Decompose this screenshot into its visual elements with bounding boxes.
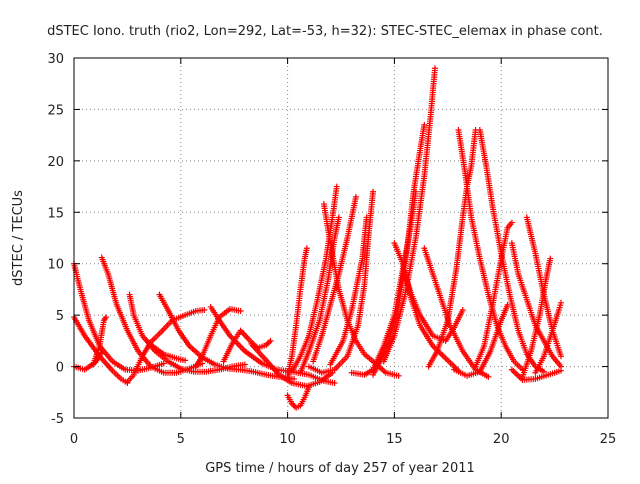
data-series bbox=[284, 245, 310, 380]
data-point bbox=[103, 314, 110, 321]
data-point bbox=[504, 301, 511, 308]
y-tick-label: 5 bbox=[56, 309, 64, 324]
data-series bbox=[90, 314, 110, 368]
data-series bbox=[508, 366, 565, 383]
data-point bbox=[508, 219, 515, 226]
chart-title: dSTEC Iono. truth (rio2, Lon=292, Lat=-5… bbox=[47, 24, 603, 39]
data-point bbox=[266, 339, 273, 346]
data-series bbox=[71, 314, 131, 387]
data-series bbox=[320, 201, 402, 379]
data-point bbox=[352, 193, 359, 200]
x-tick-label: 15 bbox=[386, 432, 403, 447]
data-point bbox=[241, 361, 248, 368]
data-point bbox=[331, 380, 338, 387]
data-series bbox=[425, 127, 479, 370]
data-series bbox=[143, 337, 189, 364]
data-point bbox=[547, 255, 554, 262]
data-point bbox=[459, 307, 466, 313]
y-tick-label: -5 bbox=[51, 412, 64, 427]
y-tick-label: 15 bbox=[47, 206, 64, 221]
data-series bbox=[305, 188, 377, 376]
data-point bbox=[160, 360, 167, 367]
data-point bbox=[485, 373, 492, 380]
y-tick-label: 20 bbox=[47, 155, 64, 170]
data-series bbox=[532, 299, 565, 376]
data-series bbox=[476, 127, 547, 375]
data-point bbox=[182, 357, 189, 364]
data-point bbox=[267, 337, 274, 344]
x-axis-label: GPS time / hours of day 257 of year 2011 bbox=[205, 461, 475, 476]
data-point bbox=[335, 214, 342, 221]
data-point bbox=[395, 372, 402, 379]
x-tick-label: 20 bbox=[493, 432, 510, 447]
x-tick-label: 10 bbox=[279, 432, 296, 447]
data-point bbox=[303, 245, 310, 252]
y-tick-label: 30 bbox=[47, 52, 64, 67]
data-series bbox=[192, 305, 244, 370]
data-point bbox=[201, 307, 208, 313]
data-series bbox=[156, 291, 298, 382]
data-series bbox=[455, 127, 526, 373]
data-series bbox=[98, 254, 206, 376]
data-series bbox=[248, 340, 336, 390]
data-point bbox=[558, 367, 565, 374]
data-point bbox=[421, 121, 428, 128]
data-series bbox=[284, 384, 312, 411]
data-series bbox=[124, 307, 208, 385]
y-tick-label: 0 bbox=[56, 361, 64, 376]
x-tick-label: 0 bbox=[70, 432, 78, 447]
data-point bbox=[333, 183, 340, 190]
data-point bbox=[329, 369, 336, 376]
data-point bbox=[558, 353, 565, 360]
data-series bbox=[370, 121, 428, 378]
ticks: 0 5 10 15 20 25 -5 0 5 10 15 20 25 30 bbox=[47, 52, 616, 447]
plot-frame bbox=[73, 57, 609, 419]
data-point bbox=[363, 214, 370, 221]
data-series bbox=[288, 183, 340, 375]
data-point bbox=[431, 65, 438, 72]
data-series bbox=[380, 65, 438, 365]
data-series bbox=[310, 193, 359, 365]
data-point bbox=[370, 188, 377, 195]
data-layer bbox=[71, 65, 565, 411]
data-series bbox=[451, 301, 511, 379]
data-series bbox=[421, 245, 492, 380]
y-axis-label: dSTEC / TECUs bbox=[11, 190, 26, 286]
data-point bbox=[237, 308, 244, 315]
x-tick-label: 25 bbox=[600, 432, 617, 447]
data-point bbox=[558, 299, 565, 306]
x-tick-label: 5 bbox=[177, 432, 185, 447]
y-tick-label: 25 bbox=[47, 103, 64, 118]
data-series bbox=[472, 219, 515, 370]
y-tick-label: 10 bbox=[47, 258, 64, 273]
